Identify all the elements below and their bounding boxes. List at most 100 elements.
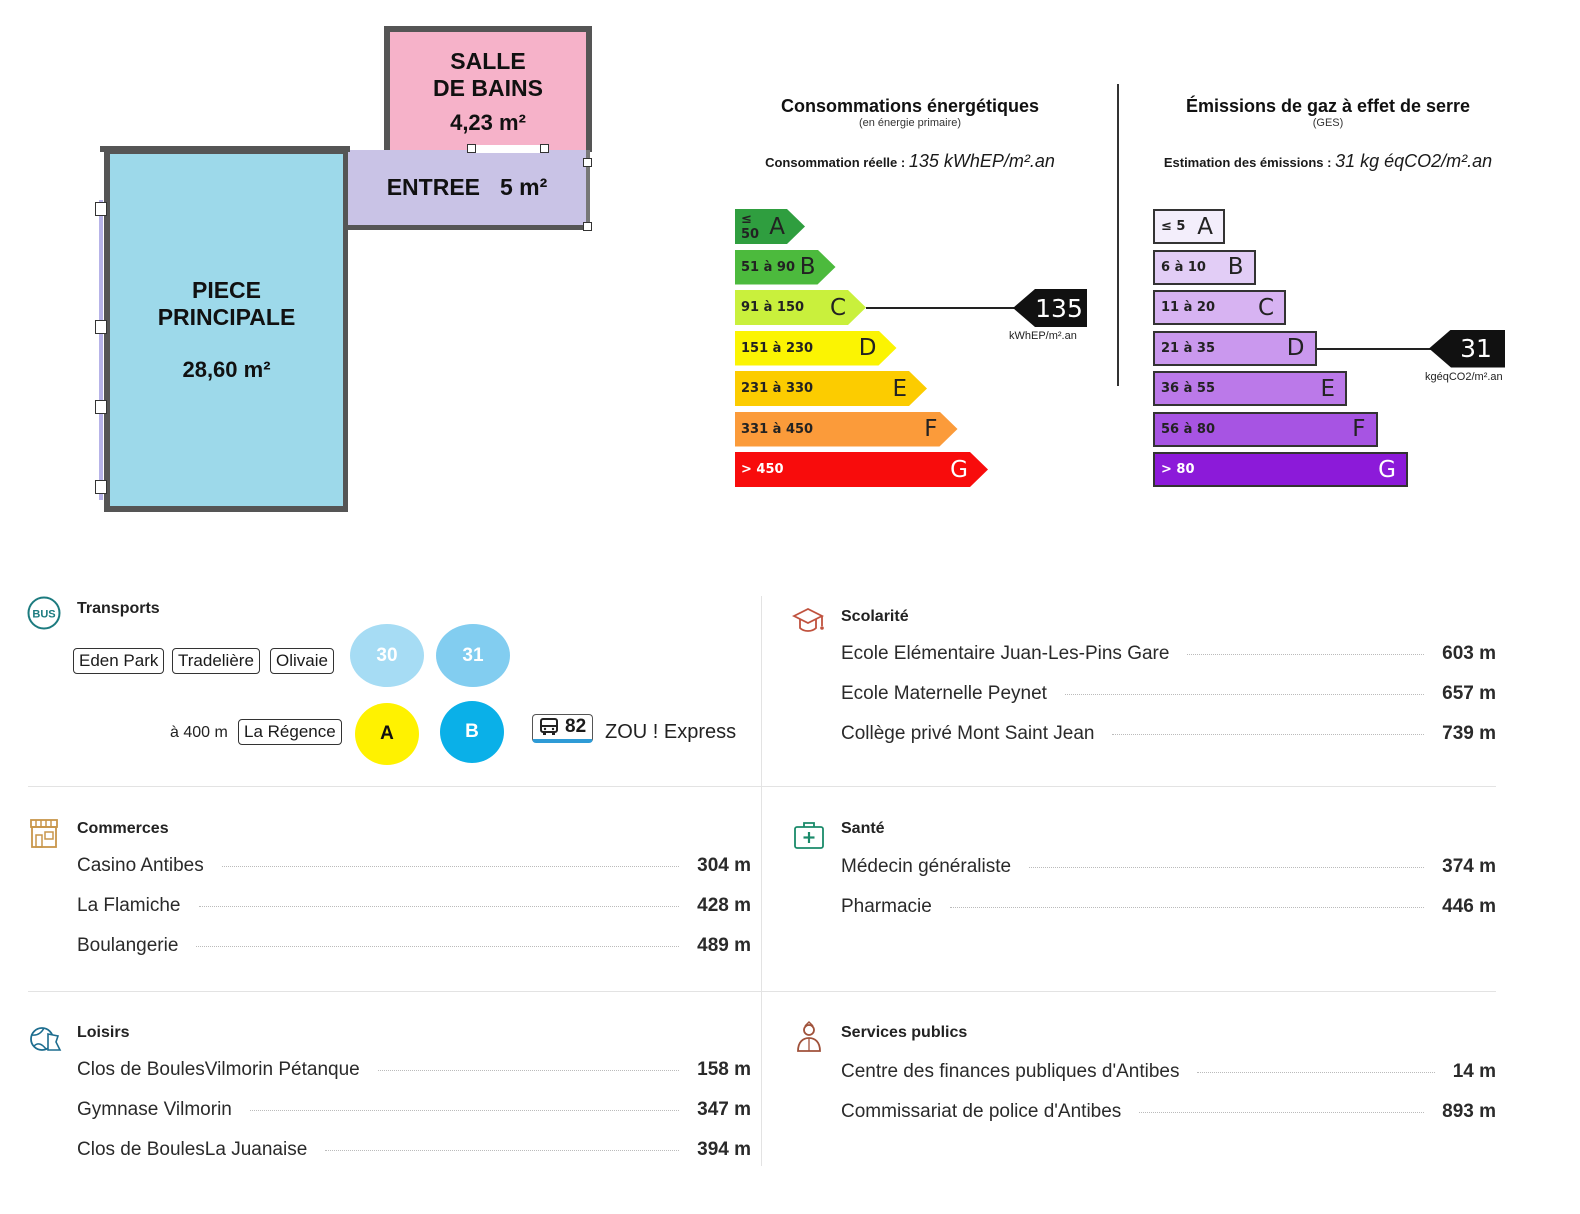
doorway	[476, 145, 540, 153]
room-bathroom-name-1: SALLE	[450, 48, 526, 74]
school-name: Collège privé Mont Saint Jean	[841, 723, 1095, 744]
separator	[1117, 84, 1119, 386]
wall	[100, 146, 350, 152]
school-name: Ecole Maternelle Peynet	[841, 683, 1047, 704]
school-distance: 657 m	[1442, 683, 1496, 704]
dpe-consumption-label: Consommation réelle :	[765, 155, 906, 170]
ges-value-pointer: 31	[1429, 329, 1505, 368]
leisure-distance: 158 m	[697, 1059, 751, 1080]
dpe-class-letter: E	[892, 375, 907, 402]
room-main-name-2: PRINCIPALE	[157, 304, 296, 330]
ges-class-range: ≤ 5	[1161, 219, 1186, 234]
service-name: Centre des finances publiques d'Antibes	[841, 1061, 1180, 1082]
room-main-area: 28,60 m²	[182, 357, 271, 382]
list-item: Pharmacie 446 m	[841, 896, 1496, 918]
svg-text:BUS: BUS	[32, 609, 55, 621]
floor-plan: SALLE DE BAINS 4,23 m² ENTREE 5 m² PIECE…	[0, 0, 620, 530]
stop-distance: à 400 m	[170, 724, 228, 741]
ges-class-range: 36 à 55	[1161, 381, 1216, 396]
list-item: Centre des finances publiques d'Antibes 1…	[841, 1061, 1496, 1083]
dpe-class-letter: A	[769, 213, 785, 240]
school-distance: 603 m	[1442, 643, 1496, 664]
room-entrance-area: 5 m²	[500, 174, 548, 200]
ges-class-a: ≤ 5 A	[1153, 209, 1225, 244]
sante-title: Santé	[841, 820, 885, 837]
health-name: Pharmacie	[841, 896, 932, 917]
door-marker	[583, 158, 592, 167]
health-name: Médecin généraliste	[841, 856, 1012, 877]
dpe-title: Consommations énergétiques	[780, 96, 1040, 116]
room-entrance: ENTREE 5 m²	[344, 150, 590, 230]
room-bathroom-area: 4,23 m²	[450, 110, 526, 135]
dpe-class-range: ≤ 50	[741, 211, 760, 242]
stop-eden-park: Eden Park	[73, 648, 165, 674]
ges-title: Émissions de gaz à effet de serre	[1185, 96, 1471, 116]
dpe-value-unit: kWhEP/m².an	[1009, 330, 1077, 342]
window-marker	[95, 480, 107, 494]
ges-class-range: 56 à 80	[1161, 421, 1216, 437]
list-item: Ecole Maternelle Peynet 657 m	[841, 683, 1496, 705]
list-item: Collège privé Mont Saint Jean 739 m	[841, 723, 1496, 745]
ges-class-b: 6 à 10 B	[1153, 249, 1256, 285]
commerces-title: Commerces	[77, 820, 169, 837]
window-marker	[95, 320, 107, 334]
school-name: Ecole Elémentaire Juan-Les-Pins Gare	[841, 643, 1170, 664]
door-marker	[467, 144, 476, 153]
leisure-icon	[30, 1027, 62, 1051]
dpe-class-d: 151 à 230 D	[735, 331, 897, 366]
stop-olivaie: Olivaie	[270, 648, 334, 674]
dpe-class-range: 51 à 90	[741, 259, 796, 275]
ges-class-d: 21 à 35 D	[1153, 330, 1317, 366]
room-entrance-name: ENTREE	[386, 174, 480, 200]
list-item: Boulangerie 489 m	[77, 935, 751, 957]
ges-class-letter: A	[1197, 213, 1213, 240]
line-badge-30: 30	[350, 624, 424, 687]
dpe-class-letter: D	[858, 335, 877, 361]
dpe-class-letter: B	[799, 254, 816, 280]
loisirs-title: Loisirs	[77, 1024, 130, 1041]
ges-class-e: 36 à 55 E	[1153, 371, 1347, 406]
bus-line-badge: 82	[532, 714, 594, 743]
scolarite-title: Scolarité	[841, 608, 909, 625]
list-item: Médecin généraliste 374 m	[841, 856, 1496, 878]
ges-subtitle: (GES)	[1312, 117, 1344, 129]
dpe-value-pointer: 135	[1013, 289, 1087, 327]
shop-name: Boulangerie	[77, 935, 179, 956]
ges-pointer-line	[1316, 347, 1433, 350]
first-aid-kit-icon	[794, 822, 824, 849]
leisure-name: Clos de BoulesVilmorin Pétanque	[77, 1059, 360, 1080]
wall	[586, 150, 590, 230]
dpe-class-e: 231 à 330 E	[735, 371, 927, 406]
room-main-name-1: PIECE	[191, 277, 262, 303]
ges-class-letter: D	[1286, 335, 1305, 361]
shop-icon	[30, 819, 58, 848]
dpe-class-letter: C	[829, 294, 846, 321]
ges-class-letter: C	[1257, 294, 1274, 321]
dpe-class-c: 91 à 150 C	[735, 290, 866, 325]
shop-name: La Flamiche	[77, 895, 181, 916]
line-badge-b: B	[440, 701, 504, 763]
ges-class-f: 56 à 80 F	[1153, 411, 1378, 447]
services-title: Services publics	[841, 1024, 968, 1041]
room-main: PIECE PRINCIPALE 28,60 m²	[104, 148, 348, 512]
shop-name: Casino Antibes	[77, 855, 204, 876]
transports-title: Transports	[77, 600, 160, 617]
ges-class-c: 11 à 20 C	[1153, 290, 1286, 325]
column-divider	[761, 596, 762, 1166]
dpe-consumption-value: 135 kWhEP/m².an	[908, 151, 1055, 171]
bus-line-number: 82	[565, 716, 587, 737]
row-divider	[28, 786, 1496, 787]
dpe-class-f: 331 à 450 F	[735, 412, 958, 447]
ges-class-range: 21 à 35	[1161, 340, 1216, 356]
list-item: Ecole Elémentaire Juan-Les-Pins Gare 603 …	[841, 643, 1496, 665]
dpe-class-letter: F	[924, 416, 938, 442]
dpe-class-range: 91 à 150	[741, 300, 805, 315]
ges-emission-line: Estimation des émissions : 31 kg éqCO2/m…	[1140, 151, 1516, 172]
room-bathroom-name-2: DE BAINS	[433, 75, 543, 101]
leisure-distance: 394 m	[697, 1139, 751, 1160]
ges-class-range: > 80	[1161, 462, 1195, 477]
service-distance: 893 m	[1442, 1101, 1496, 1122]
dpe-class-a: ≤ 50 A	[735, 209, 805, 244]
dpe-subtitle: (en énergie primaire)	[858, 117, 962, 129]
ges-emission-value: 31 kg éqCO2/m².an	[1335, 151, 1493, 171]
